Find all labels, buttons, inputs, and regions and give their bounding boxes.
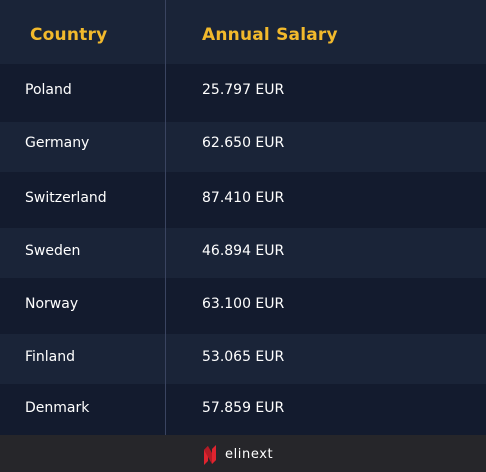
salary-cell: 46.894 EUR: [202, 243, 285, 259]
column-header-country: Country: [30, 25, 108, 45]
footer-bar: elinext: [0, 435, 486, 472]
country-cell: Norway: [25, 296, 79, 312]
column-divider: [165, 0, 166, 435]
brand-logo: elinext: [203, 444, 273, 466]
brand-wordmark: elinext: [225, 447, 274, 462]
salary-cell: 62.650 EUR: [202, 135, 285, 151]
table-header-row: Country Annual Salary: [0, 0, 486, 64]
salary-table: Country Annual Salary Poland 25.797 EUR …: [0, 0, 486, 435]
table-row: Poland 25.797 EUR: [0, 64, 486, 122]
column-header-annual-salary: Annual Salary: [202, 25, 338, 45]
country-cell: Switzerland: [25, 190, 107, 206]
table-row: Denmark 57.859 EUR: [0, 384, 486, 435]
table-row: Norway 63.100 EUR: [0, 278, 486, 334]
table-row: Finland 53.065 EUR: [0, 334, 486, 384]
country-cell: Denmark: [25, 400, 90, 416]
salary-cell: 57.859 EUR: [202, 400, 285, 416]
salary-cell: 87.410 EUR: [202, 190, 285, 206]
table-row: Switzerland 87.410 EUR: [0, 172, 486, 228]
salary-cell: 53.065 EUR: [202, 349, 285, 365]
elinext-logo-icon: [204, 445, 216, 465]
country-cell: Sweden: [25, 243, 81, 259]
country-cell: Finland: [25, 349, 76, 365]
salary-cell: 63.100 EUR: [202, 296, 285, 312]
table-row: Sweden 46.894 EUR: [0, 228, 486, 278]
salary-cell: 25.797 EUR: [202, 82, 285, 98]
country-cell: Poland: [25, 82, 72, 98]
country-cell: Germany: [25, 135, 90, 151]
table-row: Germany 62.650 EUR: [0, 122, 486, 172]
